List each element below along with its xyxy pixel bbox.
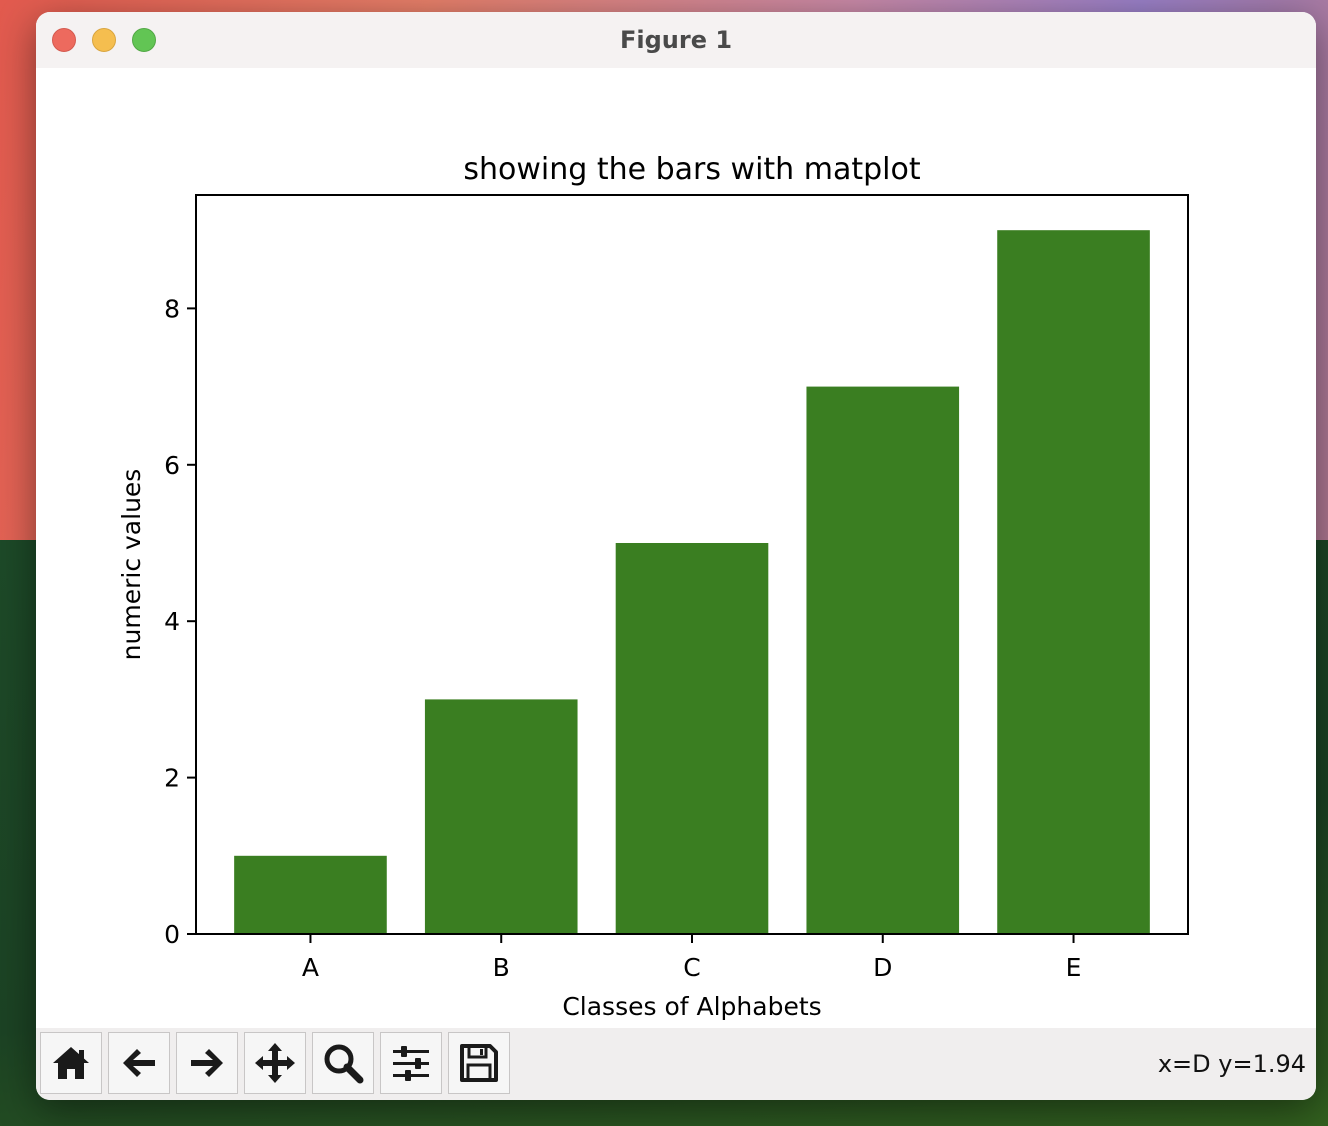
x-tick-label-A: A [302,953,319,982]
back-button[interactable] [108,1032,170,1094]
bar-B [424,699,578,934]
move-icon [255,1043,295,1083]
x-tick-label-B: B [493,953,510,982]
bar-chart[interactable]: A B C D E 0 2 4 6 8 showing the bars with matplot C… [36,68,1316,1028]
y-tick-label-4: 4 [164,607,180,636]
x-axis-label: Classes of Alphabets [562,992,821,1021]
window-title: Figure 1 [619,26,733,54]
plot-area[interactable]: A B C D E 0 2 4 6 8 showing the bars with matplot C… [36,68,1316,1028]
x-tick-label-D: D [873,953,892,982]
x-tick-label-C: C [683,953,700,982]
bar-A [234,855,387,934]
y-axis-label: numeric values [117,469,146,661]
y-tick-label-2: 2 [164,764,180,793]
maximize-window-button[interactable] [132,28,156,52]
forward-button[interactable] [176,1032,238,1094]
chart-title: showing the bars with matplot [463,152,920,187]
home-button[interactable] [40,1032,102,1094]
home-icon [53,1047,89,1079]
bar-C [615,542,769,934]
cursor-coordinates: x=D y=1.94 [1157,1050,1306,1078]
y-tick-label-6: 6 [164,451,180,480]
y-tick-label-0: 0 [164,920,180,949]
configure-subplots-button[interactable] [380,1032,442,1094]
bar-D [806,386,960,934]
zoom-button[interactable] [312,1032,374,1094]
pan-button[interactable] [244,1032,306,1094]
save-button[interactable] [448,1032,510,1094]
arrow-left-icon [123,1049,155,1077]
sliders-icon [393,1046,429,1081]
y-tick-label-8: 8 [164,294,180,323]
magnifier-icon [324,1044,364,1084]
arrow-right-icon [191,1049,223,1077]
minimize-window-button[interactable] [92,28,116,52]
x-tick-label-E: E [1066,953,1082,982]
close-window-button[interactable] [52,28,76,52]
bar-E [997,230,1150,934]
navigation-toolbar: x=D y=1.94 [36,1028,1316,1100]
figure-window: Figure 1 A B C D E 0 2 4 6 8 showing the bars with… [36,12,1316,1100]
floppy-disk-icon [460,1044,498,1082]
title-bar[interactable]: Figure 1 [36,12,1316,69]
